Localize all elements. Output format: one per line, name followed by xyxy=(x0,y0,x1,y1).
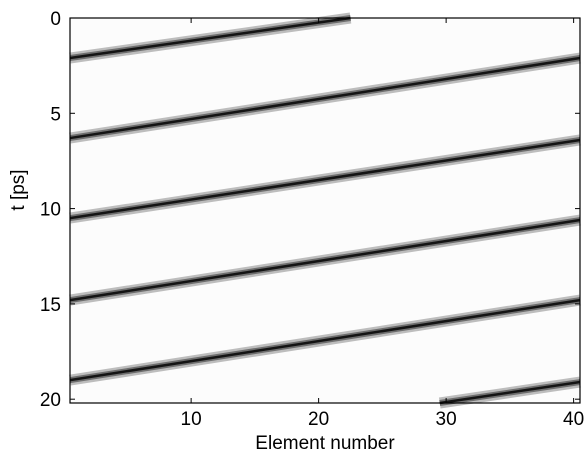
y-tick-label: 15 xyxy=(40,295,61,316)
x-axis: 10 20 30 40 xyxy=(181,18,584,430)
x-tick-label: 10 xyxy=(181,409,202,430)
trace-6 xyxy=(439,380,581,405)
x-axis-label: Element number xyxy=(255,433,395,454)
trace-3 xyxy=(69,138,581,220)
trace-4 xyxy=(69,218,581,302)
trace-5 xyxy=(69,298,581,382)
trace-2 xyxy=(69,56,581,140)
y-tick-label: 20 xyxy=(40,390,61,411)
x-tick-label: 40 xyxy=(563,409,584,430)
y-tick-label: 0 xyxy=(50,9,61,30)
traces-layer xyxy=(69,12,581,409)
trace-1 xyxy=(69,16,351,60)
y-tick-label: 5 xyxy=(50,104,61,125)
x-tick-label: 30 xyxy=(436,409,457,430)
y-axis: 0 5 10 15 20 xyxy=(40,9,580,411)
plot-frame xyxy=(69,17,581,404)
y-axis-label: t [ps] xyxy=(8,169,29,210)
y-tick-label: 10 xyxy=(40,200,61,221)
x-tick-label: 20 xyxy=(308,409,329,430)
